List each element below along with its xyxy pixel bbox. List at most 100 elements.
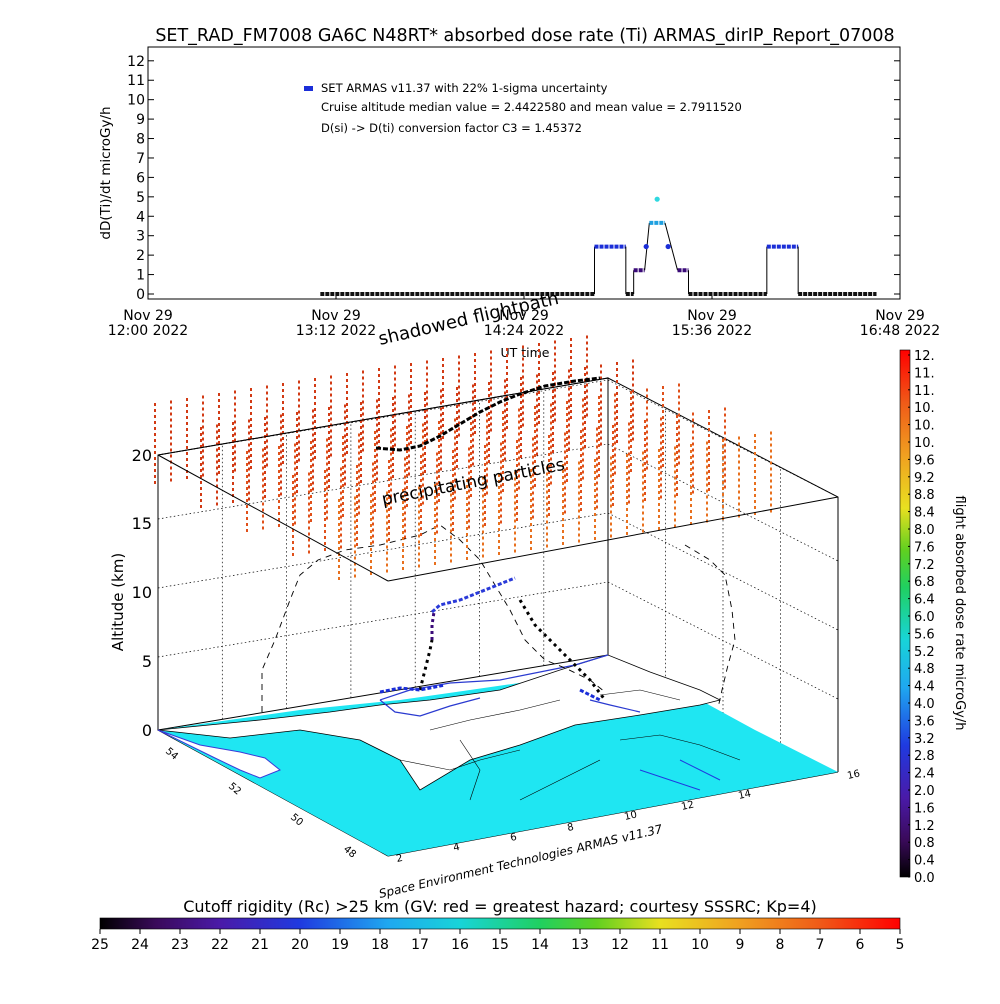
x-axis-label: UT time <box>501 345 550 360</box>
precipitating-particles <box>154 335 772 581</box>
dose-colorbar-tick-label: 2.4 <box>914 767 935 782</box>
dose-colorbar-tick-label: 11. <box>914 366 935 381</box>
legend-conversion-factor: D(si) -> D(ti) conversion factor C3 = 1.… <box>321 121 582 135</box>
rigidity-colorbar-ticks: 25 24 23 22 21 20 19 18 17 16 15 14 13 12 11 10 9 8 7 6 5 <box>91 929 904 953</box>
track-descent <box>518 599 607 701</box>
y-axis-label: dD(Ti)/dt microGy/h <box>98 106 114 239</box>
rivers <box>639 759 721 791</box>
dose-colorbar-tick-label: 5.2 <box>914 645 935 660</box>
dose-colorbar-tick-label: 0.0 <box>914 871 935 886</box>
rigidity-colorbar-tick-label: 5 <box>896 937 905 953</box>
y-tick-label: 11 <box>127 73 145 89</box>
longitude-tick-label: 4 <box>452 842 461 854</box>
dose-colorbar-tick-label: 4.0 <box>914 697 935 712</box>
y-tick-label: 9 <box>136 112 145 128</box>
rigidity-colorbar-tick-label: 16 <box>451 937 469 953</box>
dose-colorbar-tick-label: 1.2 <box>914 819 935 834</box>
chart-title: SET_RAD_FM7008 GA6C N48RT* absorbed dose… <box>155 26 894 46</box>
latitude-tick-label: 50 <box>288 812 305 829</box>
altitude-tick-label: 0 <box>142 721 152 740</box>
rigidity-colorbar-tick-label: 23 <box>171 937 189 953</box>
y-tick-label: 8 <box>136 132 145 148</box>
x-tick-date: Nov 29 <box>311 308 361 324</box>
rigidity-colorbar-tick-label: 6 <box>856 937 865 953</box>
dose-colorbar-tick-label: 6.4 <box>914 593 935 608</box>
rigidity-colorbar-tick-label: 13 <box>571 937 589 953</box>
dose-colorbar-tick-label: 2.0 <box>914 784 935 799</box>
dose-colorbar-tick-label: 3.2 <box>914 732 935 747</box>
series-point <box>643 243 649 250</box>
x-tick-date: Nov 29 <box>875 308 925 324</box>
rigidity-colorbar-tick-label: 11 <box>651 937 669 953</box>
y-tick-label: 6 <box>136 170 145 186</box>
latitude-tick-label: 52 <box>226 781 243 798</box>
altitude-tick-label: 5 <box>142 652 152 671</box>
legend: SET ARMAS v11.37 with 22% 1-sigma uncert… <box>304 81 742 135</box>
dose-colorbar-tick-label: 1.6 <box>914 801 935 816</box>
rigidity-colorbar-tick-label: 17 <box>411 937 429 953</box>
longitude-tick-label: 16 <box>846 769 861 782</box>
dose-colorbar-gradient <box>899 349 911 878</box>
dose-colorbar-tick-label: 3.6 <box>914 714 935 729</box>
track-cruise <box>431 576 516 614</box>
british-isles-coast <box>157 729 281 779</box>
latitude-tick-label: 54 <box>163 746 180 763</box>
legend-series-label: SET ARMAS v11.37 with 22% 1-sigma uncert… <box>321 81 608 95</box>
rigidity-colorbar-tick-label: 9 <box>736 937 745 953</box>
longitude-tick-label: 8 <box>566 822 575 834</box>
series-dose-rate <box>320 196 877 296</box>
rigidity-colorbar-tick-label: 24 <box>131 937 149 953</box>
legend-median-mean: Cruise altitude median value = 2.4422580… <box>321 100 742 114</box>
rigidity-colorbar-tick-label: 7 <box>816 937 825 953</box>
rigidity-colorbar-tick-label: 12 <box>611 937 629 953</box>
y-tick-label: 7 <box>136 151 145 167</box>
latitude-tick-label: 48 <box>341 844 358 861</box>
dose-colorbar-tick-label: 10. <box>914 401 935 416</box>
rigidity-colorbar-tick-label: 10 <box>691 937 709 953</box>
grid-alt-right <box>607 379 839 498</box>
x-tick-time: 15:36 2022 <box>672 323 752 339</box>
altitude-tick-label: 20 <box>132 446 152 465</box>
x-tick-time: 14:24 2022 <box>484 323 564 339</box>
dose-colorbar-tick-label: 7.2 <box>914 558 935 573</box>
dose-colorbar-tick-label: 7.6 <box>914 540 935 555</box>
land-mass <box>157 654 722 791</box>
y-tick-label: 3 <box>136 229 145 245</box>
dose-colorbar-tick-label: 4.4 <box>914 680 935 695</box>
dose-colorbar-tick-label: 5.6 <box>914 627 935 642</box>
longitude-tick-label: 12 <box>680 800 695 813</box>
dose-colorbar-tick-label: 8.4 <box>914 506 935 521</box>
altitude-tick-label: 15 <box>132 514 152 533</box>
dose-colorbar-tick-label: 0.8 <box>914 836 935 851</box>
y-tick-label: 4 <box>136 209 145 225</box>
dose-colorbar-tick-label: 10. <box>914 436 935 451</box>
shadow-track-lat-wall <box>684 544 736 709</box>
dose-colorbar-tick-label: 11. <box>914 384 935 399</box>
longitude-ticks: 2 4 6 8 10 12 14 16 <box>395 769 861 865</box>
rigidity-colorbar-tick-label: 25 <box>91 937 109 953</box>
3d-plot: 0 5 10 15 20 Altitude (km) 54 52 50 48 2 4 6 8 10 12… <box>109 288 861 901</box>
track-low-climb <box>418 639 434 691</box>
dose-colorbar-tick-label: 8.8 <box>914 488 935 503</box>
track-ground <box>379 683 601 702</box>
x-tick-date: Nov 29 <box>123 308 173 324</box>
dose-colorbar-tick-label: 12. <box>914 349 935 364</box>
rigidity-colorbar-gradient <box>99 917 901 930</box>
x-tick-time: 13:12 2022 <box>296 323 376 339</box>
dose-colorbar-tick-label: 0.4 <box>914 854 935 869</box>
altitude-axis-label: Altitude (km) <box>109 553 127 651</box>
dose-colorbar-tick-label: 4.8 <box>914 662 935 677</box>
dose-colorbar-tick-label: 8.0 <box>914 523 935 538</box>
rigidity-colorbar-tick-label: 18 <box>371 937 389 953</box>
altitude-tick-label: 10 <box>132 583 152 602</box>
x-tick-time: 16:48 2022 <box>860 323 940 339</box>
x-tick-date: Nov 29 <box>687 308 737 324</box>
track-climb <box>430 611 436 640</box>
rigidity-colorbar-tick-label: 20 <box>291 937 309 953</box>
grid-alt-left <box>157 512 609 589</box>
longitude-tick-label: 2 <box>395 853 404 865</box>
